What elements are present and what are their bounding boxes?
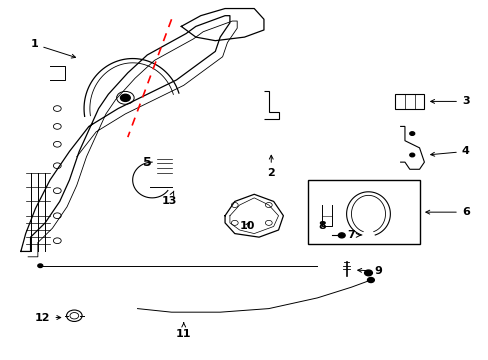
Text: 5: 5 [142,156,151,168]
Circle shape [409,153,414,157]
Text: 6: 6 [425,207,468,217]
Text: 7: 7 [347,230,360,240]
Circle shape [120,94,130,102]
Text: 8: 8 [318,221,325,231]
Circle shape [338,233,345,238]
Bar [394,94,424,109]
Text: 9: 9 [357,266,381,276]
Text: 12: 12 [35,312,61,323]
Text: 2: 2 [267,155,275,178]
Text: 11: 11 [176,323,191,339]
Text: 1: 1 [31,39,75,58]
Text: 13: 13 [161,191,177,206]
Bar [307,180,419,244]
Circle shape [409,132,414,135]
Text: 10: 10 [239,221,254,231]
Text: 4: 4 [430,147,468,157]
Circle shape [38,264,42,267]
Circle shape [367,278,373,283]
Text: 3: 3 [430,96,468,107]
Circle shape [364,270,372,276]
